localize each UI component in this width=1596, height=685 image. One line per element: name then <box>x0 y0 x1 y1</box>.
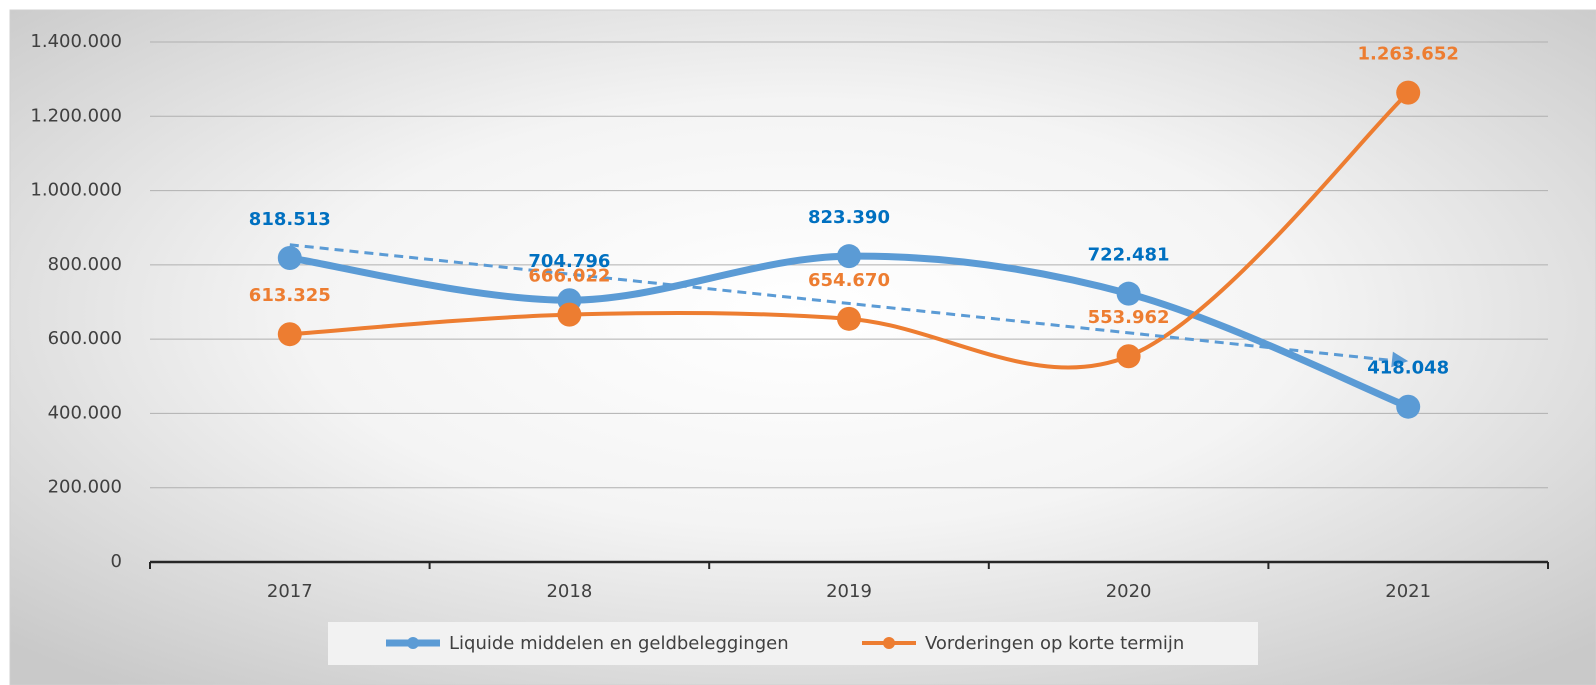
marker <box>1396 80 1421 105</box>
data-label: 418.048 <box>1367 358 1449 379</box>
marker <box>1116 344 1141 369</box>
y-tick-label: 400.000 <box>48 402 122 423</box>
y-tick-label: 0 <box>111 551 122 572</box>
data-label: 553.962 <box>1088 307 1170 328</box>
data-label: 654.670 <box>808 270 890 291</box>
x-tick-label: 2018 <box>546 581 592 602</box>
y-tick-label: 600.000 <box>48 328 122 349</box>
marker <box>837 244 861 269</box>
marker <box>837 306 861 331</box>
y-tick-label: 1.000.000 <box>30 180 122 201</box>
marker <box>1116 281 1141 306</box>
marker <box>277 322 302 347</box>
chart-background <box>9 9 1596 685</box>
legend-label: Liquide middelen en geldbeleggingen <box>449 633 789 654</box>
data-label: 704.796 <box>528 251 610 272</box>
y-tick-label: 1.200.000 <box>30 105 122 126</box>
marker <box>277 245 302 270</box>
y-tick-label: 1.400.000 <box>30 31 122 52</box>
data-label: 823.390 <box>808 207 890 228</box>
data-label: 613.325 <box>249 285 331 306</box>
data-label: 1.263.652 <box>1358 44 1459 65</box>
trendline-arrow <box>1391 351 1409 368</box>
marker <box>557 302 582 327</box>
marker <box>1396 394 1421 419</box>
legend-label: Vorderingen op korte termijn <box>925 633 1184 654</box>
legend-marker <box>407 637 419 649</box>
trendline <box>289 243 1399 363</box>
y-tick-label: 200.000 <box>48 477 122 498</box>
x-tick-label: 2020 <box>1106 581 1152 602</box>
legend-marker <box>883 637 895 649</box>
x-tick-label: 2021 <box>1385 581 1431 602</box>
data-label: 722.481 <box>1088 245 1170 266</box>
data-label: 818.513 <box>249 209 331 230</box>
y-tick-label: 800.000 <box>48 254 122 275</box>
x-tick-label: 2019 <box>826 581 872 602</box>
series-line <box>287 90 1411 370</box>
data-label: 666.022 <box>528 266 610 287</box>
legend-box <box>328 622 1258 665</box>
x-tick-label: 2017 <box>267 581 313 602</box>
